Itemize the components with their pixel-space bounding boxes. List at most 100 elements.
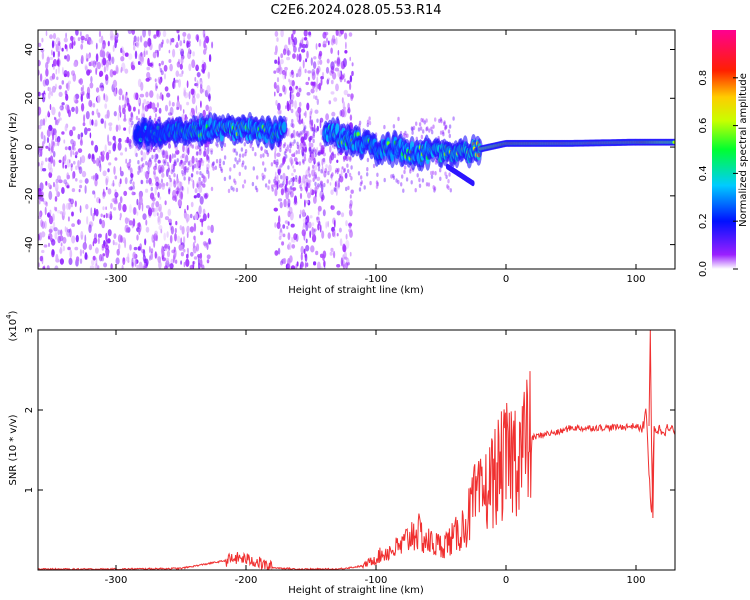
halo-speck [434,171,437,176]
noise-speck [291,123,295,129]
noise-speck [207,71,210,80]
noise-speck [194,76,197,82]
halo-speck [255,188,259,193]
noise-speck [75,178,78,182]
noise-speck [48,228,53,234]
halo-speck [319,183,322,188]
noise-speck [101,243,106,249]
noise-speck [54,83,58,90]
noise-speck [199,218,204,223]
noise-speck [129,167,133,175]
noise-speck [179,181,183,187]
noise-speck [186,42,191,48]
noise-speck [80,93,83,103]
noise-speck [59,235,64,242]
noise-speck [344,172,348,179]
noise-speck [143,50,146,58]
noise-speck [300,245,304,255]
noise-speck [61,80,65,85]
noise-speck [183,36,186,43]
noise-speck [186,225,190,234]
noise-speck [284,72,287,80]
halo-speck [330,174,333,179]
noise-speck [168,245,171,251]
noise-speck [97,112,101,118]
noise-speck [336,233,339,237]
noise-speck [171,153,174,159]
noise-speck [49,87,52,96]
noise-speck [97,233,102,238]
noise-speck [303,130,308,137]
noise-speck [124,68,129,74]
noise-speck [142,30,146,38]
noise-speck [200,231,204,236]
noise-speck [106,62,109,72]
noise-speck [169,63,173,72]
noise-speck [343,155,346,162]
halo-speck [445,174,448,180]
noise-speck [42,168,47,172]
halo-speck [270,162,274,167]
noise-speck [191,178,193,182]
noise-speck [83,114,86,123]
halo-speck [305,182,309,187]
noise-speck [199,258,203,268]
halo-speck [317,161,321,166]
noise-speck [169,234,173,244]
halo-speck [254,152,257,157]
halo-speck [149,157,152,162]
noise-speck [122,204,127,213]
noise-speck [80,132,84,138]
x-tick-label: 100 [626,274,645,285]
noise-speck [282,172,286,182]
noise-speck [110,202,113,210]
noise-speck [60,242,63,247]
noise-speck [148,76,152,81]
noise-speck [323,170,327,178]
noise-speck [208,238,211,245]
noise-speck [164,243,168,249]
noise-speck [313,156,316,163]
noise-speck [335,83,339,92]
halo-speck [262,153,265,158]
halo-speck [447,179,450,184]
noise-speck [87,40,89,45]
halo-speck [206,155,209,160]
snr-x-axis: -300 -200 -100 0 100 [105,330,646,586]
noise-speck [38,233,41,241]
noise-speck [196,193,201,198]
halo-speck [333,153,337,159]
noise-speck [59,258,64,265]
noise-speck [191,88,196,98]
halo-speck [305,174,308,179]
noise-speck [178,73,183,77]
noise-speck [279,59,284,65]
noise-speck [191,164,195,173]
noise-speck [177,34,180,42]
halo-speck [431,170,435,175]
noise-speck [296,53,299,61]
noise-speck [48,190,53,200]
noise-speck [145,219,148,226]
noise-speck [95,208,99,217]
noise-speck [75,106,79,115]
noise-speck [131,30,135,35]
noise-speck [325,164,328,169]
noise-speck [52,151,56,158]
halo-speck [187,161,191,166]
noise-speck [113,233,117,240]
noise-speck [342,254,345,261]
noise-speck [195,105,198,114]
noise-speck [112,79,118,88]
noise-speck [304,253,307,258]
noise-speck [175,70,180,77]
halo-speck [149,147,153,153]
noise-speck [137,246,141,251]
halo-speck [260,146,263,151]
x-tick-label: 0 [503,274,509,285]
halo-speck [440,119,443,124]
noise-speck [58,91,63,97]
noise-speck [287,199,291,204]
noise-speck [99,70,104,77]
halo-speck [295,150,298,155]
